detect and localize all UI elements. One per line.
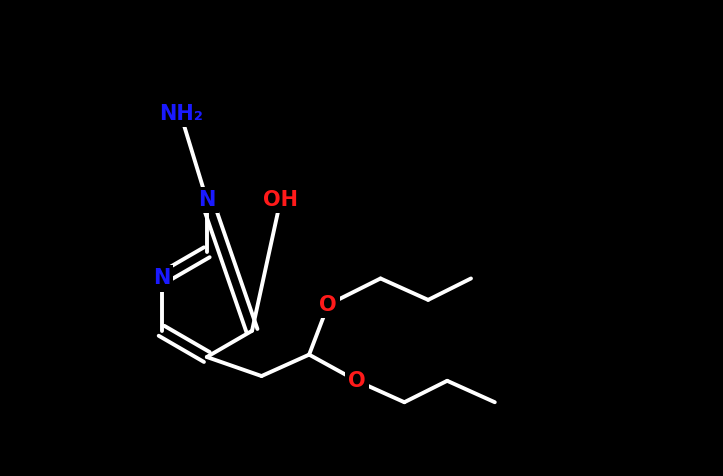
Text: N: N (198, 190, 215, 210)
Text: O: O (320, 295, 337, 315)
Text: OH: OH (263, 190, 298, 210)
Text: N: N (153, 268, 171, 288)
Text: NH₂: NH₂ (158, 104, 202, 124)
Text: O: O (348, 371, 366, 391)
